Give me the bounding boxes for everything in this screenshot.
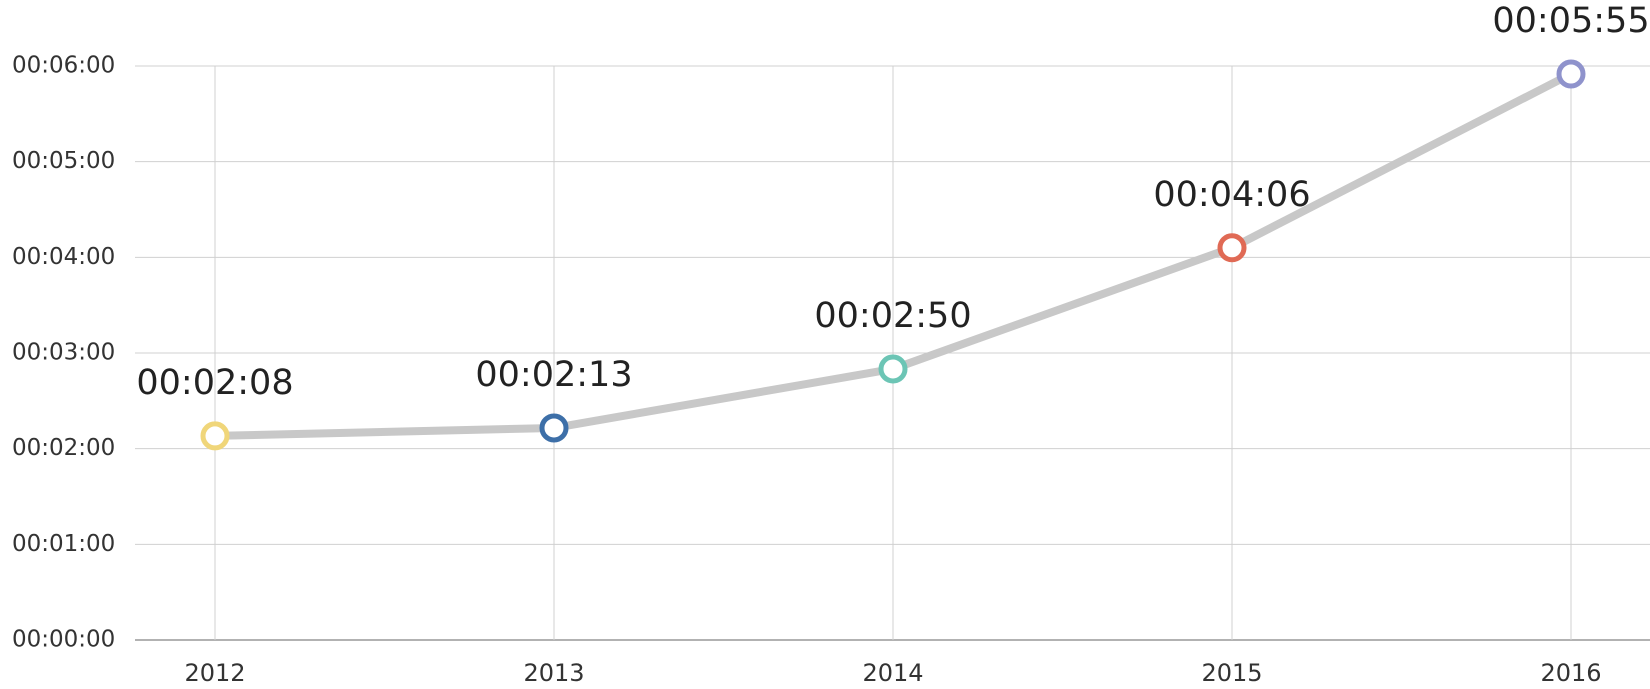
- y-tick-label: 00:03:00: [12, 340, 115, 366]
- point: [539, 413, 569, 443]
- data-label: 00:02:50: [814, 296, 971, 336]
- y-tick-label: 00:06:00: [12, 53, 115, 79]
- y-tick-label: 00:05:00: [12, 148, 115, 174]
- data-label: 00:02:08: [136, 363, 293, 403]
- point: [200, 421, 230, 451]
- data-label: 00:04:06: [1153, 175, 1310, 215]
- point: [878, 354, 908, 384]
- data-label: 00:02:13: [475, 355, 632, 395]
- x-tick-label: 2013: [523, 659, 584, 687]
- y-tick-label: 00:02:00: [12, 435, 115, 461]
- y-tick-label: 00:01:00: [12, 531, 115, 557]
- y-tick-label: 00:00:00: [12, 627, 115, 653]
- point: [1556, 59, 1586, 89]
- x-tick-label: 2014: [862, 659, 923, 687]
- y-tick-label: 00:04:00: [12, 244, 115, 270]
- point: [1217, 233, 1247, 263]
- x-tick-label: 2015: [1201, 659, 1262, 687]
- x-tick-label: 2012: [184, 659, 245, 687]
- data-label: 00:05:55: [1492, 1, 1649, 41]
- x-tick-label: 2016: [1540, 659, 1601, 687]
